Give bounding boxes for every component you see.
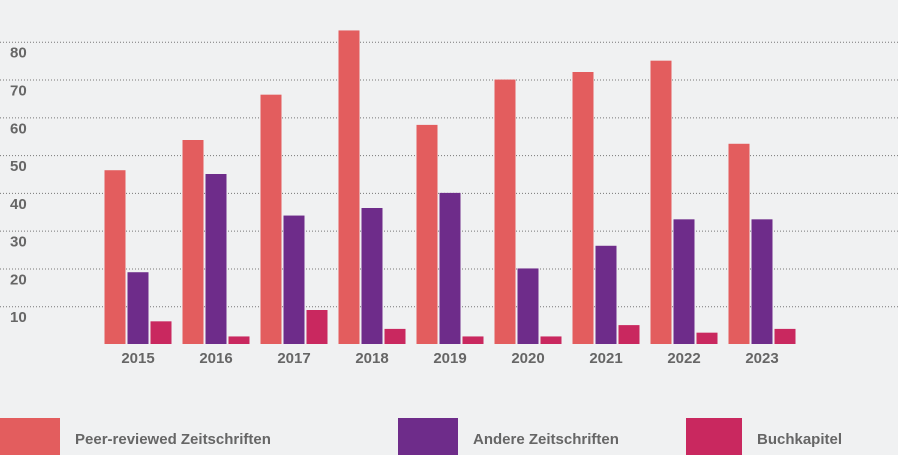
y-tick-label: 60: [10, 120, 27, 137]
bar: [182, 140, 204, 344]
y-tick-label: 10: [10, 309, 27, 326]
x-tick-label: 2020: [511, 350, 544, 367]
bar: [306, 310, 328, 344]
bar: [338, 30, 360, 344]
bar: [384, 328, 406, 344]
bar: [283, 215, 305, 344]
bar: [150, 321, 172, 344]
bar: [673, 219, 695, 344]
bar: [774, 328, 796, 344]
y-tick-label: 30: [10, 234, 27, 251]
bar: [572, 72, 594, 344]
y-tick-label: 70: [10, 83, 27, 100]
legend-label: Buchkapitel: [757, 431, 842, 448]
y-tick-label: 40: [10, 196, 27, 213]
bar: [416, 124, 438, 344]
bar: [494, 79, 516, 345]
bar: [650, 60, 672, 345]
legend-swatch: [0, 418, 60, 455]
legend-swatch: [686, 418, 742, 455]
x-tick-label: 2016: [199, 350, 232, 367]
bar: [228, 336, 250, 344]
bar: [595, 245, 617, 344]
y-tick-label: 80: [10, 45, 27, 62]
bar: [540, 336, 562, 344]
x-tick-label: 2015: [121, 350, 154, 367]
x-tick-label: 2017: [277, 350, 310, 367]
bar: [104, 170, 126, 344]
legend-label: Andere Zeitschriften: [473, 431, 619, 448]
bar: [127, 272, 149, 344]
bar: [439, 192, 461, 344]
y-tick-label: 20: [10, 271, 27, 288]
bar: [751, 219, 773, 344]
bar: [728, 143, 750, 344]
bar: [260, 94, 282, 345]
bar: [696, 332, 718, 344]
y-tick-label: 50: [10, 158, 27, 175]
bar: [462, 336, 484, 344]
bar: [517, 268, 539, 344]
legend-swatch: [398, 418, 458, 455]
x-tick-label: 2019: [433, 350, 466, 367]
x-tick-label: 2018: [355, 350, 388, 367]
bar: [205, 174, 227, 344]
legend-label: Peer-reviewed Zeitschriften: [75, 431, 271, 448]
bar: [618, 325, 640, 344]
bar: [361, 208, 383, 344]
x-tick-label: 2021: [589, 350, 622, 367]
x-tick-label: 2022: [667, 350, 700, 367]
x-tick-label: 2023: [745, 350, 778, 367]
